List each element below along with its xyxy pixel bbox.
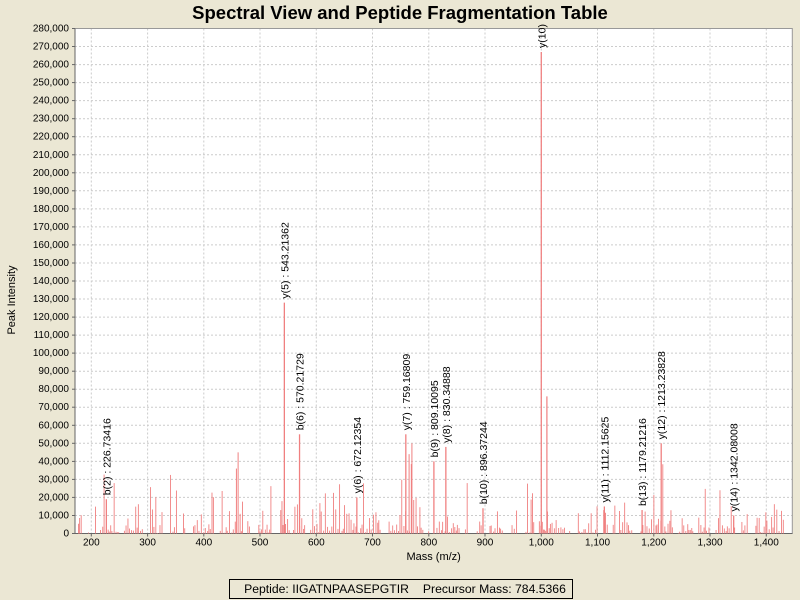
svg-text:b(2) : 226.73416: b(2) : 226.73416 [101,418,113,495]
svg-text:270,000: 270,000 [33,42,70,53]
svg-text:b(6) : 570.21729: b(6) : 570.21729 [295,353,307,430]
svg-text:160,000: 160,000 [33,240,70,251]
svg-text:60,000: 60,000 [38,420,69,431]
svg-text:b(9) : 809.10095: b(9) : 809.10095 [429,380,441,457]
svg-text:500: 500 [252,538,269,549]
svg-text:50,000: 50,000 [38,438,69,449]
svg-text:y(6) : 672.12354: y(6) : 672.12354 [352,417,364,494]
svg-text:300: 300 [139,538,156,549]
svg-text:240,000: 240,000 [33,96,70,107]
svg-text:260,000: 260,000 [33,60,70,71]
svg-text:220,000: 220,000 [33,132,70,143]
svg-text:180,000: 180,000 [33,204,70,215]
svg-text:y(12) : 1213.23828: y(12) : 1213.23828 [656,351,668,439]
svg-text:250,000: 250,000 [33,78,70,89]
svg-text:y(10): y(10) [536,24,548,48]
svg-text:0: 0 [63,529,69,540]
svg-text:1,200: 1,200 [641,538,666,549]
svg-text:700: 700 [364,538,381,549]
svg-text:y(11) : 1112.15625: y(11) : 1112.15625 [599,416,611,502]
svg-text:230,000: 230,000 [33,114,70,125]
svg-text:10,000: 10,000 [38,511,69,522]
svg-text:1,000: 1,000 [529,538,554,549]
svg-text:30,000: 30,000 [38,474,69,485]
svg-text:900: 900 [477,538,494,549]
svg-text:y(5) : 543.21362: y(5) : 543.21362 [279,222,291,299]
svg-text:110,000: 110,000 [34,330,70,341]
svg-text:140,000: 140,000 [33,276,70,287]
svg-text:100,000: 100,000 [33,348,70,359]
svg-text:y(7) : 759.16809: y(7) : 759.16809 [401,354,413,431]
svg-text:b(13) : 1179.21216: b(13) : 1179.21216 [637,418,649,506]
svg-text:400: 400 [195,538,212,549]
svg-text:1,400: 1,400 [754,538,779,549]
svg-text:210,000: 210,000 [33,150,70,161]
svg-text:120,000: 120,000 [33,312,70,323]
svg-text:200: 200 [83,538,100,549]
svg-text:70,000: 70,000 [38,402,69,413]
svg-text:800: 800 [420,538,437,549]
svg-text:170,000: 170,000 [33,222,70,233]
svg-text:280,000: 280,000 [33,24,70,35]
svg-text:20,000: 20,000 [38,492,69,503]
svg-text:80,000: 80,000 [38,384,69,395]
svg-text:130,000: 130,000 [33,294,70,305]
svg-text:150,000: 150,000 [33,258,70,269]
svg-text:40,000: 40,000 [38,456,69,467]
svg-text:1,100: 1,100 [585,538,610,549]
svg-text:y(8) : 830.34888: y(8) : 830.34888 [441,366,453,443]
svg-text:90,000: 90,000 [38,366,69,377]
svg-text:190,000: 190,000 [33,186,70,197]
svg-text:200,000: 200,000 [33,168,70,179]
svg-text:600: 600 [308,538,325,549]
svg-text:b(10) : 896.37244: b(10) : 896.37244 [478,421,490,504]
svg-text:1,300: 1,300 [697,538,722,549]
svg-text:y(14) : 1342.08008: y(14) : 1342.08008 [729,423,741,511]
